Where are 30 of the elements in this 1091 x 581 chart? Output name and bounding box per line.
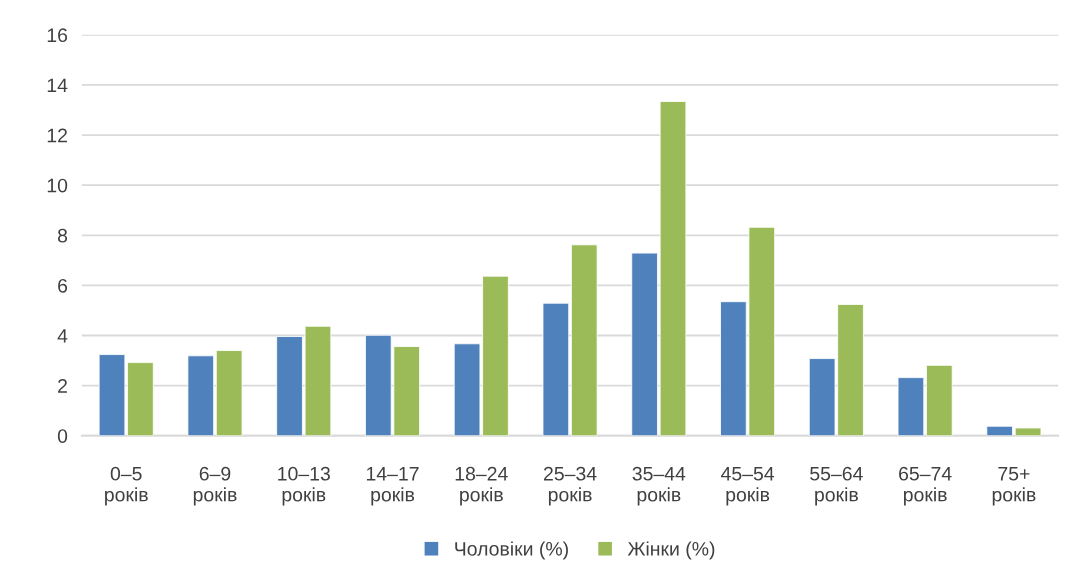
y-tick-label: 14 (47, 78, 68, 93)
y-tick-label: 8 (57, 228, 68, 243)
x-tick-label: 10–13 років (278, 466, 330, 506)
y-tick-label: 0 (57, 429, 68, 443)
x-tick-label: 35–44 років (632, 466, 686, 506)
y-tick-label: 4 (57, 329, 68, 343)
x-tick-label: 18–24 років (455, 466, 508, 506)
x-tick-label: 55–64 років (810, 466, 863, 506)
y-tick-label: 10 (47, 178, 68, 193)
legend-label: Жінки (%) (627, 541, 715, 560)
bar (570, 244, 598, 436)
y-tick-label: 2 (58, 379, 67, 393)
y-tick-label: 12 (47, 128, 67, 143)
bar (542, 302, 570, 436)
legend-label: Чоловіки (%) (455, 541, 568, 560)
x-tick-label: 45–54 років (721, 467, 775, 506)
bar (1014, 427, 1042, 436)
x-tick-label: 14–17 років (366, 467, 419, 506)
x-tick-label: 25–34 років (543, 466, 597, 506)
bar (187, 355, 215, 436)
bar (897, 377, 925, 436)
bar (215, 350, 243, 436)
bar (986, 425, 1013, 436)
x-tick-label: 75+ років (992, 467, 1036, 506)
y-tick-label: 16 (47, 28, 68, 43)
bar (926, 364, 953, 436)
y-tick-label: 6 (58, 278, 68, 293)
x-tick-label: 65–74 років (899, 466, 952, 506)
x-tick-label: 6–9 років (193, 466, 237, 506)
x-tick-label: 0–5 років (105, 466, 148, 506)
